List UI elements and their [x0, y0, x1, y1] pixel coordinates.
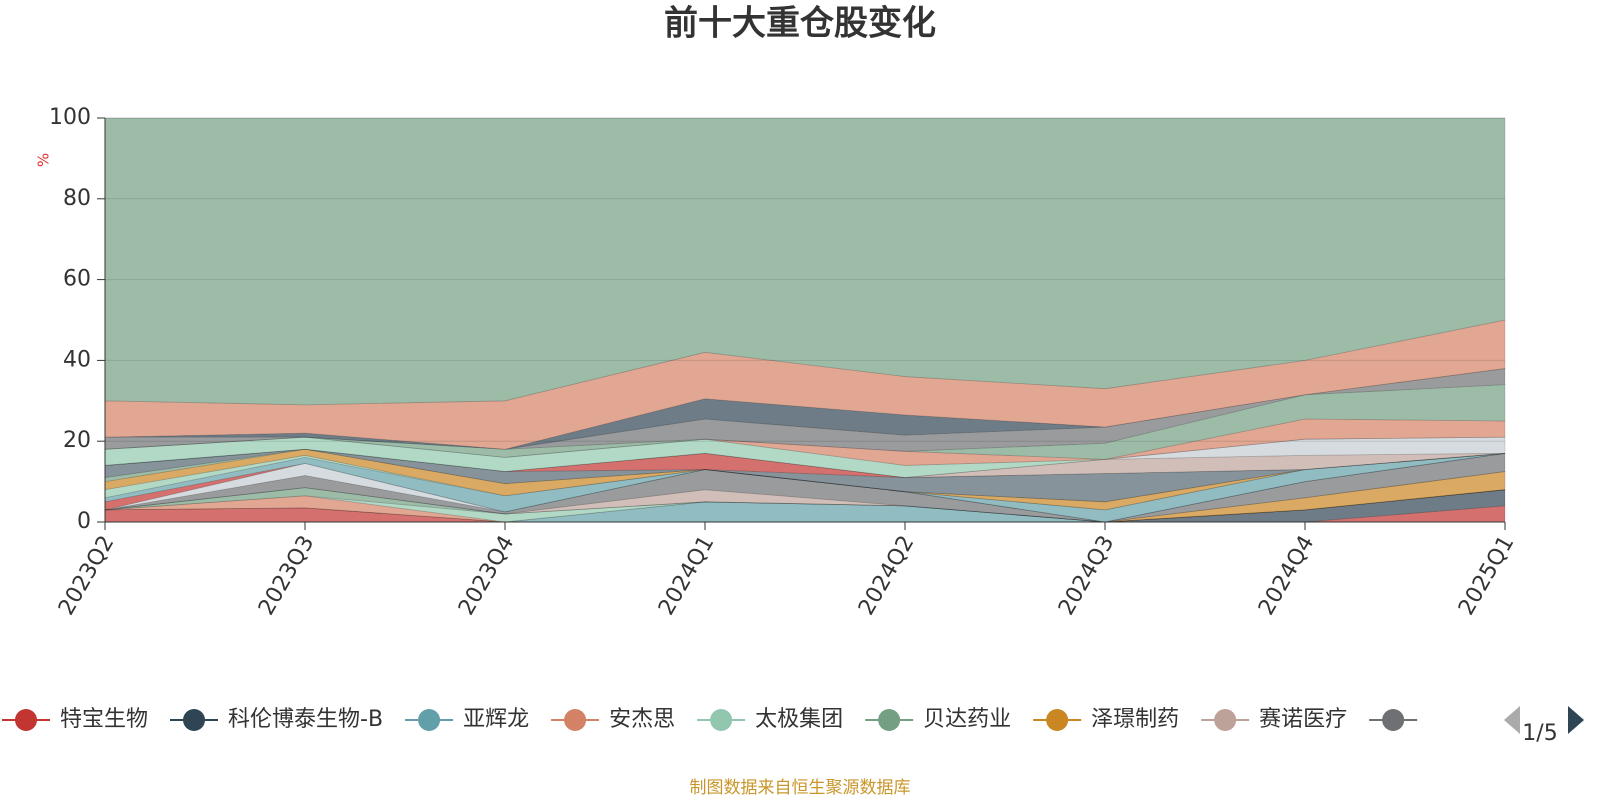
area: [104, 319, 1506, 450]
y-tick-label: 40: [63, 347, 91, 372]
legend-label: 太极集团: [755, 707, 843, 732]
legend-marker: [710, 709, 733, 731]
area: [104, 117, 1506, 406]
x-tick-label: 2025Q1: [1454, 532, 1519, 620]
y-tick-label: 80: [63, 186, 91, 211]
legend-marker: [418, 709, 441, 731]
y-tick-label: 20: [63, 428, 91, 453]
x-tick-label: 2024Q4: [1254, 532, 1319, 620]
chart-title: 前十大重仓股变化: [664, 4, 936, 44]
legend-marker: [15, 709, 37, 731]
legend-marker: [1046, 709, 1069, 731]
legend-label: 亚辉龙: [463, 707, 529, 732]
y-tick-label: 100: [49, 105, 91, 130]
x-tick-label: 2023Q4: [454, 532, 519, 620]
legend: 特宝生物 科伦博泰生物-B 亚辉龙 安杰思 太极集团 贝达药业 泽璟制药 赛诺医疗: [2, 707, 1418, 732]
plot-area: [104, 117, 1506, 523]
legend-label: 特宝生物: [60, 707, 148, 732]
x-tick-label: 2023Q2: [54, 532, 119, 620]
legend-marker: [564, 709, 587, 731]
legend-marker: [183, 709, 206, 731]
legend-next[interactable]: [1568, 706, 1584, 734]
legend-page: 1/5: [1522, 721, 1557, 746]
x-tick-label: 2024Q1: [654, 532, 719, 620]
y-tick-label: 0: [77, 509, 91, 534]
source-note: 制图数据来自恒生聚源数据库: [690, 778, 911, 798]
legend-label: 安杰思: [609, 707, 675, 732]
x-tick-label: 2023Q3: [254, 532, 319, 620]
legend-prev[interactable]: [1504, 706, 1520, 734]
y-unit: %: [35, 153, 53, 167]
x-tick-label: 2024Q3: [1054, 532, 1119, 620]
legend-label: 贝达药业: [923, 707, 1011, 732]
legend-label: 赛诺医疗: [1259, 707, 1347, 732]
legend-marker: [1214, 709, 1237, 731]
legend-marker: [878, 709, 901, 731]
legend-marker: [1382, 709, 1405, 731]
y-tick-label: 60: [63, 267, 91, 292]
area: [104, 384, 1506, 460]
x-tick-label: 2024Q2: [854, 532, 919, 620]
legend-label: 泽璟制药: [1091, 707, 1179, 732]
legend-label: 科伦博泰生物-B: [228, 707, 383, 732]
